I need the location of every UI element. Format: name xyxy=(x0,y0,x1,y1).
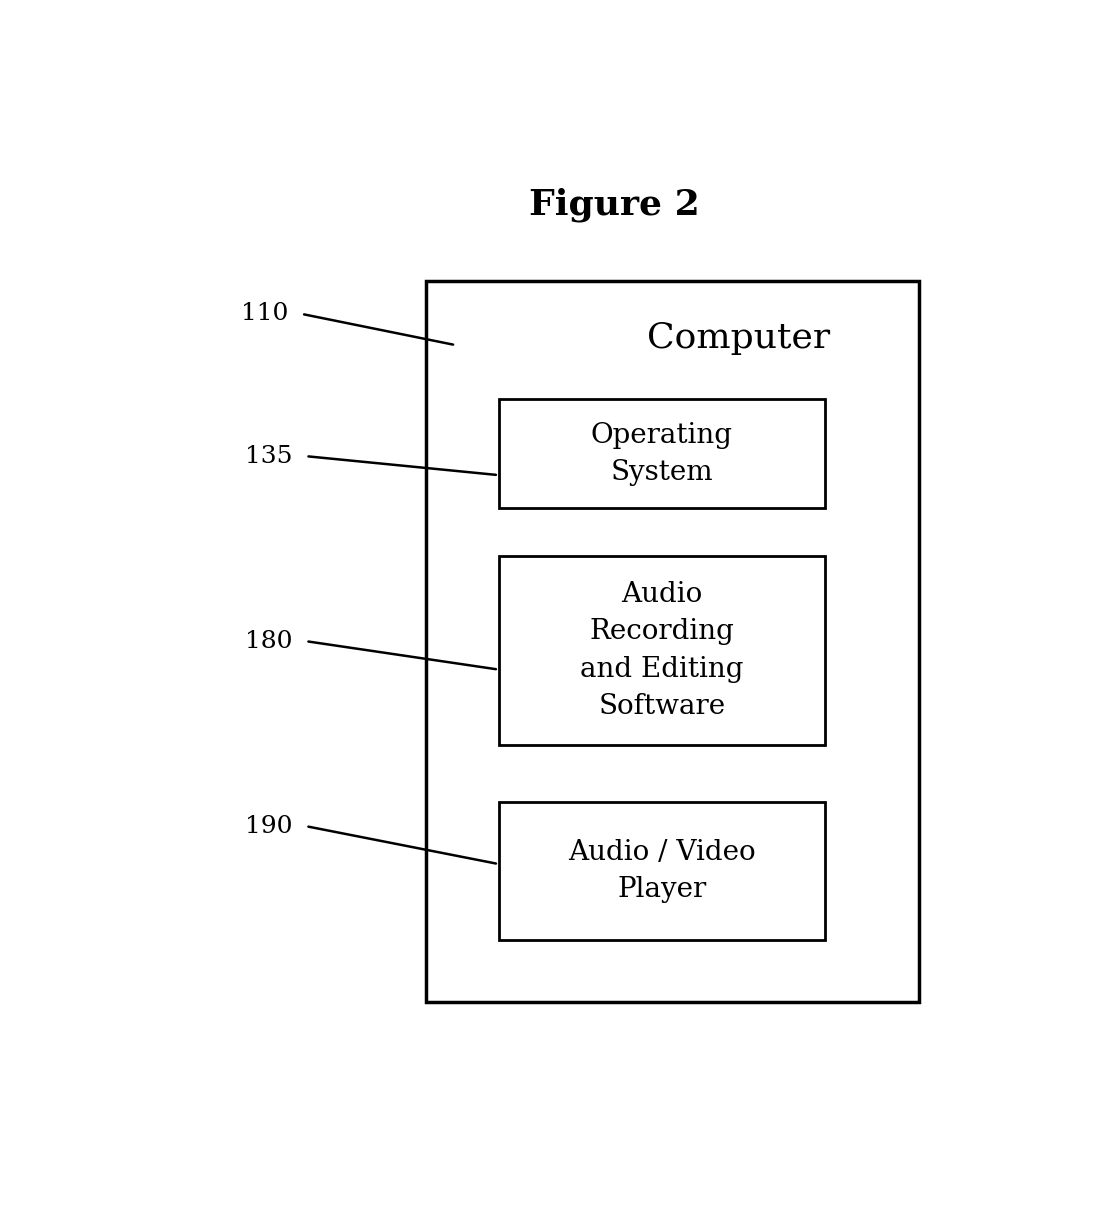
Text: 110: 110 xyxy=(241,302,289,325)
Bar xyxy=(498,399,825,509)
Text: 190: 190 xyxy=(246,814,292,838)
Text: 135: 135 xyxy=(246,445,292,468)
Text: Figure 2: Figure 2 xyxy=(529,187,700,222)
Text: Audio / Video
Player: Audio / Video Player xyxy=(568,839,755,903)
Text: 180: 180 xyxy=(246,630,292,653)
Bar xyxy=(498,556,825,745)
Bar xyxy=(498,802,825,940)
Text: Computer: Computer xyxy=(648,320,830,355)
Bar xyxy=(426,281,919,1002)
Text: Operating
System: Operating System xyxy=(591,421,733,487)
Text: Audio
Recording
and Editing
Software: Audio Recording and Editing Software xyxy=(580,580,744,721)
